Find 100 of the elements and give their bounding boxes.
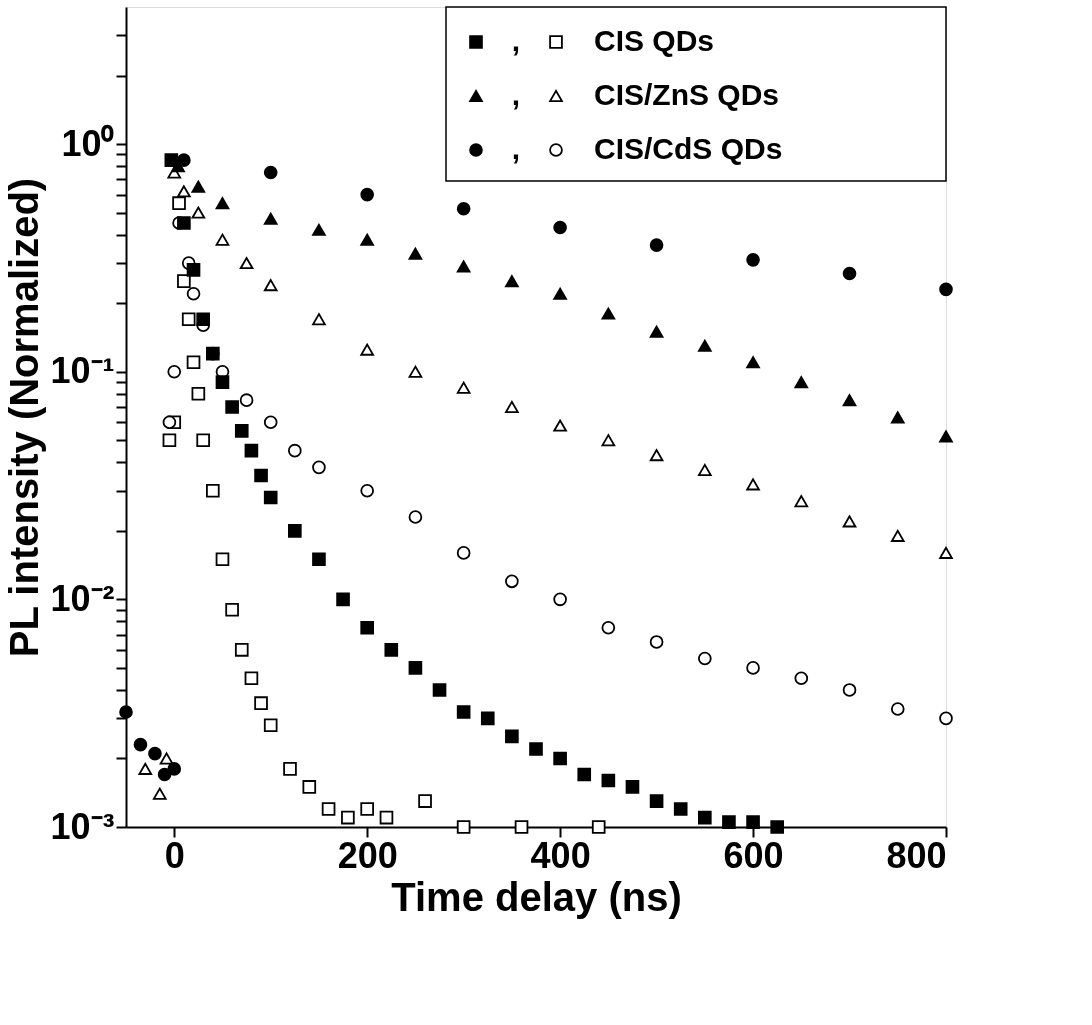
- point: [408, 365, 423, 378]
- point: [152, 787, 167, 800]
- point: [360, 802, 374, 816]
- point: [254, 696, 268, 710]
- point: [225, 602, 239, 617]
- point: [890, 411, 905, 424]
- point: [263, 490, 278, 505]
- point: [456, 381, 471, 394]
- x-tick-label: 400: [530, 834, 591, 876]
- point: [239, 257, 254, 270]
- point: [601, 307, 616, 320]
- point: [649, 238, 664, 252]
- point: [157, 767, 172, 782]
- point: [283, 762, 297, 776]
- point: [206, 483, 220, 498]
- point: [553, 419, 567, 432]
- legend-label: CIS QDs: [594, 24, 715, 57]
- point: [890, 702, 905, 716]
- point: [312, 313, 326, 326]
- point: [601, 434, 616, 447]
- x-tick-label: 0: [164, 834, 185, 876]
- point: [254, 468, 268, 483]
- point: [553, 220, 567, 235]
- point: [177, 216, 191, 230]
- point: [244, 671, 259, 686]
- point: [177, 274, 191, 288]
- point: [186, 355, 201, 370]
- point: [360, 233, 374, 246]
- point: [746, 661, 760, 675]
- point: [480, 711, 495, 726]
- point: [360, 187, 374, 202]
- point: [939, 711, 953, 726]
- point: [553, 592, 567, 607]
- point: [842, 683, 857, 697]
- point: [746, 253, 760, 267]
- point: [432, 683, 447, 697]
- point: [225, 400, 239, 414]
- point: [722, 815, 736, 829]
- point: [505, 729, 519, 744]
- point: [234, 423, 249, 438]
- y-tick-label: 10⁻³: [50, 805, 115, 847]
- point: [939, 282, 953, 297]
- point: [698, 810, 712, 825]
- point: [177, 185, 191, 198]
- point: [244, 443, 259, 458]
- point: [172, 196, 186, 210]
- point: [601, 773, 616, 788]
- point: [553, 751, 567, 766]
- x-tick-label: 600: [723, 834, 784, 876]
- point: [649, 794, 664, 808]
- point: [191, 206, 206, 219]
- point: [591, 820, 606, 834]
- point: [288, 443, 302, 458]
- point: [177, 153, 191, 167]
- point: [456, 546, 471, 560]
- point: [456, 705, 471, 719]
- y-tick-label: 10⁻¹: [50, 350, 115, 392]
- point: [302, 780, 317, 794]
- point: [312, 460, 326, 475]
- point: [505, 275, 519, 288]
- point: [186, 286, 201, 301]
- point: [649, 449, 664, 462]
- point: [360, 620, 374, 635]
- point: [360, 483, 374, 498]
- point: [379, 810, 394, 825]
- point: [196, 433, 210, 448]
- point: [186, 263, 201, 277]
- point: [191, 386, 206, 401]
- point: [162, 415, 177, 430]
- point: [159, 752, 174, 765]
- point: [770, 820, 784, 834]
- point: [215, 197, 230, 210]
- point: [842, 394, 857, 407]
- point: [746, 356, 760, 369]
- point: [215, 375, 230, 389]
- point: [939, 546, 953, 559]
- legend-label: CIS/ZnS QDs: [594, 78, 780, 111]
- point: [167, 364, 182, 379]
- point: [181, 312, 196, 327]
- point: [263, 415, 278, 430]
- point: [167, 762, 182, 776]
- point: [215, 233, 230, 246]
- point: [514, 820, 529, 834]
- point: [341, 810, 355, 825]
- annotation: ,: [511, 78, 521, 111]
- point: [601, 620, 616, 635]
- point: [939, 430, 953, 443]
- point: [119, 705, 133, 719]
- annotation: ,: [511, 24, 521, 57]
- point: [360, 343, 374, 356]
- point: [505, 400, 519, 413]
- point: [794, 495, 809, 508]
- point: [746, 478, 760, 491]
- point: [288, 524, 302, 538]
- point: [148, 746, 162, 761]
- point: [408, 510, 423, 524]
- point: [133, 737, 148, 752]
- point: [384, 643, 399, 657]
- point: [191, 180, 206, 193]
- y-axis-title: PL intensity (Normalized): [2, 177, 47, 658]
